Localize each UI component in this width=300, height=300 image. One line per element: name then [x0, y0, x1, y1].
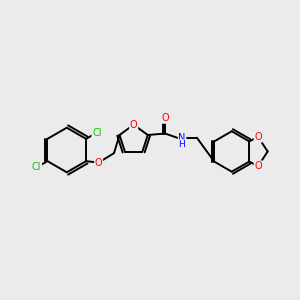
- Text: O: O: [254, 132, 262, 142]
- Text: N: N: [178, 133, 186, 143]
- Text: Cl: Cl: [92, 128, 102, 138]
- Text: H: H: [178, 140, 185, 149]
- Text: Cl: Cl: [32, 162, 41, 172]
- Text: O: O: [95, 158, 102, 168]
- Text: O: O: [130, 120, 137, 130]
- Text: O: O: [254, 161, 262, 171]
- Text: O: O: [161, 113, 169, 123]
